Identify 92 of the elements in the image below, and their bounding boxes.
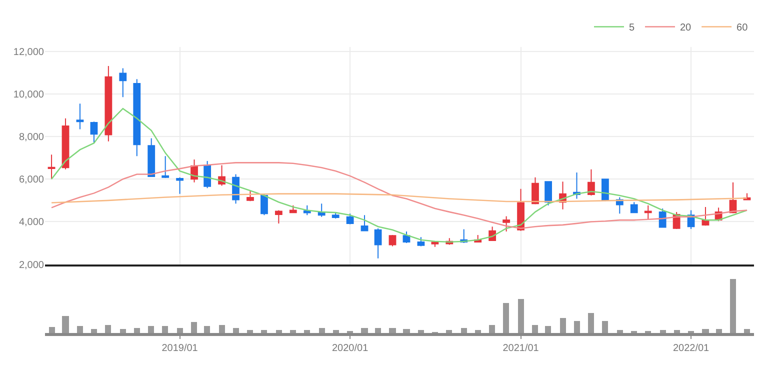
y-tick-label: 6,000 [18, 174, 44, 186]
line-series [50, 108, 748, 243]
candlestick [517, 188, 524, 232]
line-series [50, 162, 748, 229]
bar [461, 328, 467, 333]
candlestick [176, 176, 184, 194]
candlestick [274, 210, 282, 224]
bar [62, 316, 69, 333]
bar [418, 330, 424, 333]
bar [105, 324, 111, 333]
bar [489, 324, 495, 333]
bar [674, 330, 680, 333]
y-tick-label: 8,000 [18, 132, 44, 143]
bar [120, 328, 126, 333]
bar [247, 330, 253, 333]
candlestick [90, 121, 98, 144]
x-tick-label: 2022/01 [672, 343, 710, 354]
bar [261, 330, 267, 333]
bar [617, 330, 623, 333]
candlestick [532, 176, 539, 205]
candlestick [630, 202, 638, 214]
candlestick [232, 174, 240, 204]
candlestick [502, 216, 510, 232]
bar [333, 330, 339, 333]
bar [304, 330, 310, 333]
bar [191, 322, 197, 333]
legend-label: 20 [680, 22, 692, 34]
candlestick [48, 154, 56, 180]
bar [290, 330, 296, 333]
candlestick [417, 236, 425, 247]
candlestick [360, 214, 368, 232]
bar [148, 326, 154, 333]
candlestick [62, 118, 70, 170]
candlestick [388, 234, 396, 247]
bar [588, 312, 594, 333]
bar [560, 318, 566, 333]
bar [49, 326, 55, 333]
bar [361, 328, 368, 333]
bar [389, 328, 396, 333]
line-series [50, 193, 748, 204]
bar [574, 320, 580, 333]
y-tick-label: 4,000 [18, 217, 44, 228]
bar [233, 328, 239, 333]
bar [219, 324, 225, 333]
bar [204, 326, 210, 333]
candlestick [332, 211, 340, 220]
candlestick [104, 65, 112, 142]
legend-label: 60 [736, 22, 748, 34]
candlestick [76, 103, 84, 130]
bar [744, 328, 750, 333]
bar [319, 328, 325, 333]
bar [602, 320, 608, 333]
candlestick [204, 160, 212, 189]
candlestick [602, 178, 609, 202]
bar [177, 328, 183, 333]
candlestick [729, 182, 737, 214]
candlestick [133, 78, 141, 157]
bar [403, 328, 410, 333]
legend-label: 5 [629, 22, 635, 34]
candlestick [148, 138, 156, 178]
bar [545, 326, 551, 333]
candlestick [162, 156, 170, 179]
bar [518, 298, 524, 333]
bar [503, 302, 509, 333]
y-tick-label: 12,000 [13, 46, 44, 58]
bar [702, 328, 709, 333]
candlestick [544, 181, 552, 206]
bar [730, 278, 736, 333]
candlestick [289, 204, 297, 214]
y-tick-label: 2,000 [18, 260, 44, 271]
bar [660, 330, 666, 333]
bar [134, 328, 140, 333]
x-tick-label: 2020/01 [332, 343, 369, 354]
x-tick-label: 2021/01 [502, 343, 540, 354]
bar [276, 330, 282, 333]
bar [532, 324, 538, 333]
bar [446, 330, 452, 333]
candlestick [658, 208, 666, 228]
candlestick [588, 168, 595, 196]
bar [91, 328, 97, 333]
x-tick-label: 2019/01 [162, 343, 198, 354]
candlestick [374, 228, 382, 259]
candlestick [260, 193, 268, 216]
bar [77, 326, 83, 333]
bar [162, 326, 168, 333]
candlestick [346, 213, 354, 225]
bar [375, 328, 381, 333]
candlestick [119, 68, 127, 98]
bar [716, 328, 722, 333]
y-tick-label: 10,000 [13, 89, 44, 100]
bar [475, 330, 481, 333]
candlestick [644, 204, 652, 220]
